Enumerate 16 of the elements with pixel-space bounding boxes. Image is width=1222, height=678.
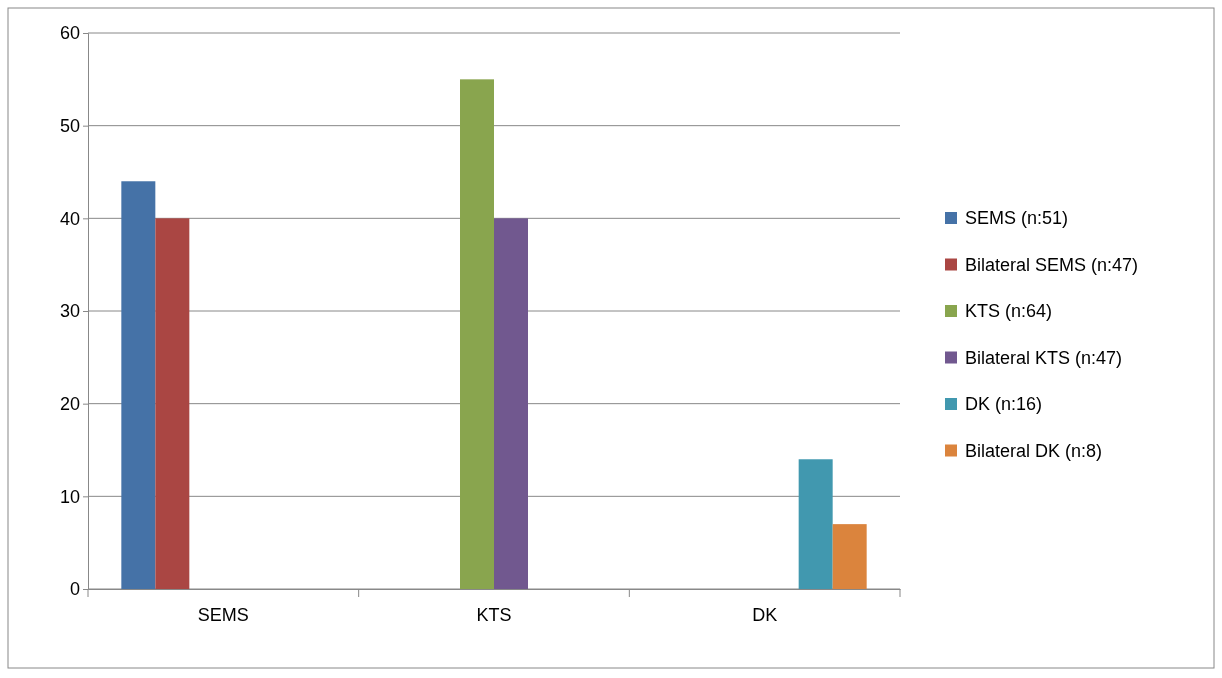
x-tick-label: DK (752, 604, 778, 625)
legend-label: Bilateral SEMS (n:47) (965, 254, 1139, 275)
legend-label: SEMS (n:51) (965, 208, 1069, 228)
legend-label: Bilateral DK (n:8) (965, 440, 1103, 461)
legend-label: KTS (n:64) (965, 301, 1053, 321)
legend-label: Bilateral KTS (n:47) (965, 347, 1123, 368)
y-tick-label: 30 (59, 301, 80, 322)
x-tick-label: KTS (476, 604, 512, 625)
y-tick-label: 60 (59, 23, 80, 44)
y-tick-label: 0 (69, 579, 80, 600)
y-tick-label: 40 (59, 208, 80, 229)
y-tick-label: 50 (59, 115, 80, 136)
y-tick-label: 20 (59, 393, 80, 414)
y-tick-label: 10 (59, 486, 80, 507)
legend-label: DK (n:16) (965, 394, 1043, 414)
x-tick-label: SEMS (197, 604, 249, 625)
